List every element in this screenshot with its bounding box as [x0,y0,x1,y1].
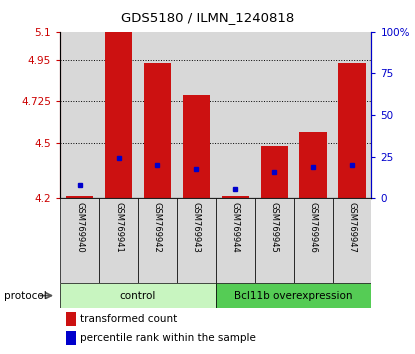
Bar [255,198,294,283]
Bar [66,312,76,326]
Bar [261,147,288,198]
Bar [338,63,366,198]
Bar [99,198,138,283]
Bar [332,198,371,283]
Bar [177,32,216,198]
Text: GSM769943: GSM769943 [192,202,201,253]
Text: control: control [120,291,156,301]
Text: GSM769945: GSM769945 [270,202,278,253]
Bar [144,63,171,198]
Bar [177,198,216,283]
Text: percentile rank within the sample: percentile rank within the sample [81,333,256,343]
Text: GSM769942: GSM769942 [153,202,162,253]
Text: GSM769941: GSM769941 [114,202,123,253]
Bar [216,32,255,198]
Bar [138,198,177,283]
Text: GSM769940: GSM769940 [75,202,84,253]
Bar [216,198,255,283]
Bar [300,132,327,198]
Bar [332,32,371,198]
Bar [99,32,138,198]
Bar [294,198,332,283]
Bar [222,196,249,198]
Text: GDS5180 / ILMN_1240818: GDS5180 / ILMN_1240818 [121,11,294,24]
Text: transformed count: transformed count [81,314,178,324]
Bar [60,32,99,198]
Bar [66,196,93,198]
Bar [294,32,332,198]
Text: GSM769947: GSM769947 [347,202,356,253]
Text: GSM769946: GSM769946 [309,202,317,253]
Bar [216,283,371,308]
Text: GSM769944: GSM769944 [231,202,240,253]
Text: Bcl11b overexpression: Bcl11b overexpression [234,291,353,301]
Bar [255,32,294,198]
Bar [60,198,99,283]
Bar [66,331,76,345]
Bar [105,32,132,198]
Bar [183,95,210,198]
Text: protocol: protocol [4,291,47,301]
Bar [138,32,177,198]
Bar [60,283,216,308]
